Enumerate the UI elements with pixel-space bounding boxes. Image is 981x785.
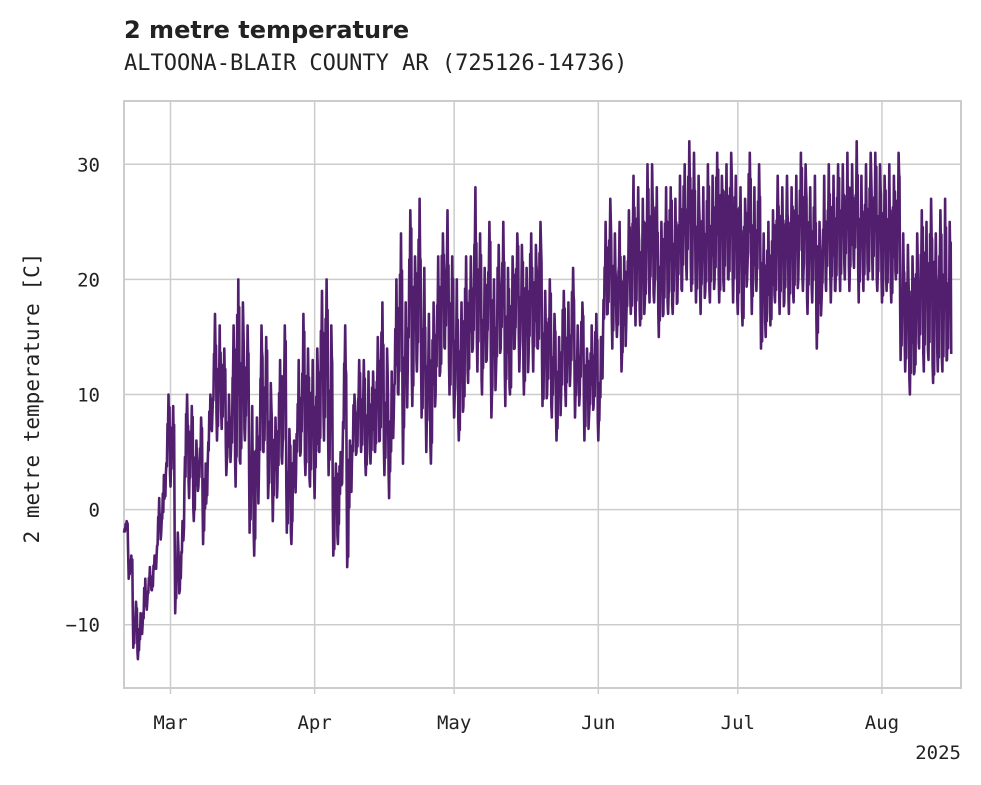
chart-subtitle: ALTOONA-BLAIR COUNTY AR (725126-14736) <box>124 51 628 76</box>
y-tick-label: 30 <box>77 154 100 176</box>
y-tick-label: 0 <box>89 500 100 522</box>
x-tick-label: Mar <box>153 712 187 734</box>
y-axis-ticks: −10 0 10 20 30 <box>66 154 100 636</box>
x-axis-ticks: Mar Apr May Jun Jul Aug <box>153 688 899 734</box>
plot-frame <box>123 100 962 689</box>
y-tick-label: 20 <box>77 269 100 291</box>
x-tick-label: May <box>437 712 471 734</box>
y-tick-label: 10 <box>77 385 100 407</box>
y-tick-label: −10 <box>66 615 100 637</box>
temperature-series-line <box>122 140 953 661</box>
y-axis-label: 2 metre temperature [C] <box>20 253 44 544</box>
x-tick-label: Apr <box>297 712 331 734</box>
x-axis-year-label: 2025 <box>915 742 961 764</box>
x-tick-label: Aug <box>865 712 899 734</box>
chart-title: 2 metre temperature <box>124 16 410 44</box>
x-tick-label: Jun <box>581 712 615 734</box>
x-tick-label: Jul <box>721 712 755 734</box>
